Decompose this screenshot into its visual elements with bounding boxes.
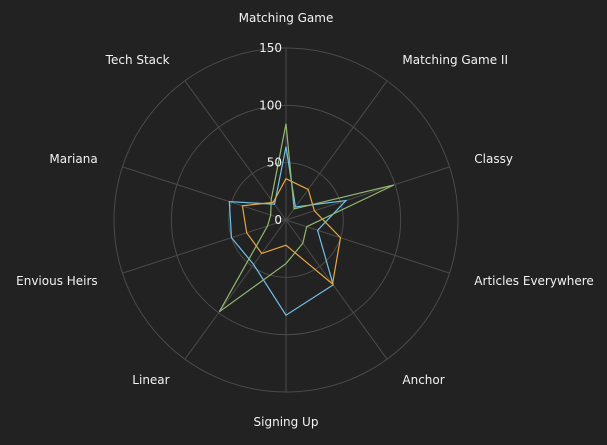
- category-label-classy: Classy: [474, 152, 513, 166]
- axis-spoke-envious-heirs: [122, 219, 287, 274]
- axis-spoke-matching-game-ii: [285, 80, 388, 221]
- category-label-articles-everywhere: Articles Everywhere: [474, 274, 594, 288]
- category-label-envious-heirs: Envious Heirs: [16, 274, 98, 288]
- axis-spoke-anchor: [285, 219, 388, 360]
- spoke-layer: [122, 48, 450, 392]
- series-line-3: [218, 123, 395, 313]
- category-label-tech-stack: Tech Stack: [105, 53, 170, 67]
- category-label-anchor: Anchor: [402, 373, 444, 387]
- category-label-signing-up: Signing Up: [254, 415, 319, 429]
- axis-spoke-articles-everywhere: [285, 219, 450, 274]
- series-line-2: [241, 177, 342, 286]
- radial-tick-label: 100: [259, 98, 282, 112]
- category-label-linear: Linear: [132, 373, 169, 387]
- axis-spoke-tech-stack: [184, 80, 287, 221]
- axis-spoke-classy: [285, 166, 450, 221]
- category-label-matching-game: Matching Game: [239, 11, 334, 25]
- category-label-matching-game-ii: Matching Game II: [402, 53, 508, 67]
- radial-tick-label: 150: [259, 41, 282, 55]
- category-label-mariana: Mariana: [49, 152, 97, 166]
- radial-tick-label: 0: [274, 213, 282, 227]
- series-layer: [218, 123, 395, 317]
- series-line-1: [228, 146, 348, 317]
- axis-spoke-mariana: [122, 166, 287, 221]
- label-layer: 0 50 100 150 Matching Game Matching Game II Cl…: [16, 11, 594, 429]
- radial-tick-label: 50: [267, 156, 282, 170]
- axis-spoke-linear: [184, 219, 287, 360]
